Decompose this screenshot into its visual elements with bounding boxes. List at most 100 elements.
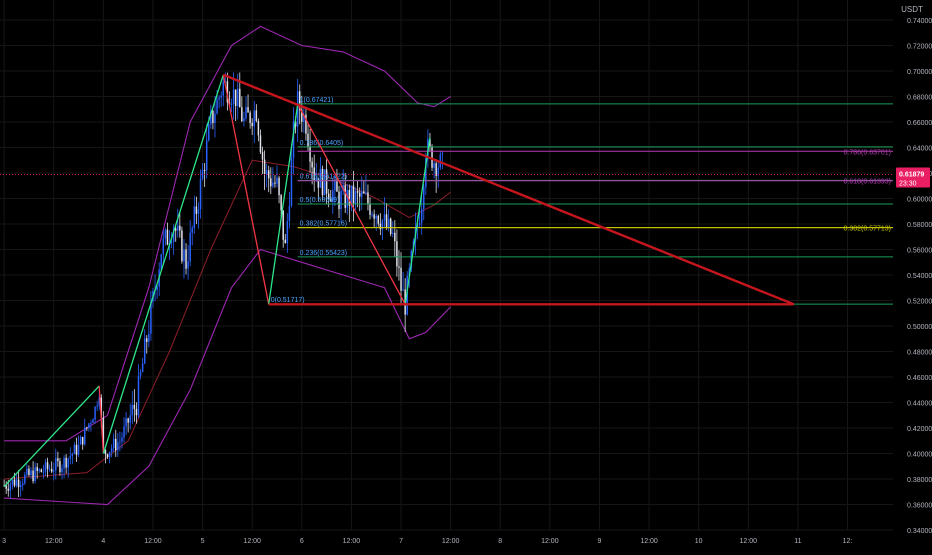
wave-line-up[interactable]: [268, 104, 299, 305]
candle-body: [148, 333, 150, 342]
fibonacci-retracement: 1(0.67421) 0.786(0.6405) 0.618(0.61422) 0.5…: [268, 97, 893, 305]
wave-line-down[interactable]: [98, 385, 105, 454]
candle-body: [15, 479, 18, 486]
y-tick-label: 0.52000: [907, 299, 932, 306]
candle-body: [71, 453, 74, 457]
candle-body: [365, 192, 367, 194]
wave-line-down[interactable]: [297, 103, 406, 305]
candle-body: [406, 275, 408, 315]
candle-body: [338, 191, 340, 210]
wave-line-up[interactable]: [102, 74, 224, 454]
candle-body: [280, 195, 282, 211]
candle-body: [284, 239, 287, 244]
candle-body: [274, 182, 276, 184]
candle-body: [212, 110, 214, 123]
candle-body: [392, 232, 394, 235]
candle-body: [135, 408, 138, 416]
candle-body: [205, 140, 208, 171]
grid: [0, 0, 893, 531]
candle-body: [220, 95, 222, 98]
x-tick-label: 12:00: [541, 538, 559, 545]
candle-body: [143, 338, 146, 364]
candle-body: [241, 107, 243, 122]
candle-body: [340, 191, 342, 210]
time-axis[interactable]: 3 12:00 4 12:00 5 12:00 6 12:00 7 12:00 8 12:00 9 12:…: [2, 538, 852, 545]
zigzag-waves: [3, 74, 431, 488]
candle-body: [42, 471, 45, 473]
candle-body: [346, 190, 349, 208]
candle-body: [298, 91, 301, 111]
wave-line-up[interactable]: [404, 137, 431, 305]
candle-body: [189, 232, 191, 262]
candle-body: [117, 442, 119, 451]
trendline[interactable]: [222, 73, 795, 306]
candle-body: [423, 187, 425, 209]
y-tick-label: 0.74000: [907, 18, 932, 25]
price-axis[interactable]: USDT 0.34000 0.36000 0.38000 0.40000 0.42000…: [901, 5, 932, 535]
candle-body: [170, 241, 173, 244]
candle-body: [239, 88, 241, 108]
candle-body: [55, 458, 57, 471]
x-tick-label: 12:00: [243, 538, 261, 545]
x-tick-label: 6: [300, 538, 304, 545]
bollinger-upper: [4, 25, 451, 442]
candle-body: [259, 135, 262, 153]
fib-level-label: 0(0.51717): [271, 297, 305, 304]
x-tick-label: 11: [794, 538, 801, 545]
candle-body: [131, 404, 134, 416]
candle-body: [197, 209, 200, 214]
candle-body: [232, 89, 235, 105]
candle-body: [348, 190, 351, 206]
wave-line-up[interactable]: [3, 385, 100, 488]
x-tick-label: 10: [695, 538, 703, 545]
candle-body: [387, 218, 390, 228]
candle-body: [75, 444, 78, 455]
candle-body: [40, 469, 43, 472]
candle-body: [369, 203, 371, 215]
candle-body: [334, 181, 336, 191]
candle-body: [249, 112, 251, 123]
candle-body: [276, 177, 278, 184]
candle-body: [96, 405, 98, 407]
candle-body: [315, 178, 318, 181]
candle-body: [61, 468, 63, 473]
candle-body: [98, 397, 100, 406]
y-tick-label: 0.58000: [907, 222, 932, 229]
candle-body: [26, 468, 28, 475]
axis-currency-label: USDT: [901, 5, 923, 14]
candle-body: [251, 122, 253, 127]
y-tick-label: 0.38000: [907, 477, 932, 484]
candle-body: [267, 170, 270, 179]
wave-line-down[interactable]: [222, 74, 270, 305]
candle-body: [59, 461, 61, 473]
candle-body: [19, 485, 22, 488]
candle-body: [433, 163, 435, 168]
candle-body: [69, 456, 72, 459]
candle-body: [317, 178, 320, 188]
candle-body: [94, 406, 96, 420]
candle-body: [327, 193, 330, 199]
candle-body: [305, 114, 307, 134]
candle-body: [67, 458, 69, 468]
candle-body: [65, 457, 67, 468]
candle-body: [193, 206, 196, 228]
candle-body: [214, 113, 216, 123]
candle-body: [183, 249, 185, 262]
candle-body: [255, 110, 258, 121]
candle-body: [400, 267, 402, 291]
candle-body: [325, 169, 328, 194]
candle-body: [253, 110, 256, 127]
candle-body: [323, 169, 326, 196]
candle-body: [164, 229, 167, 239]
candle-body: [381, 220, 384, 230]
x-tick-label: 8: [498, 538, 502, 545]
candle-body: [272, 182, 274, 187]
candle-body: [129, 415, 131, 423]
candle-body: [222, 81, 224, 96]
candle-body: [311, 161, 313, 168]
candle-body: [195, 206, 198, 214]
candle-body: [32, 470, 34, 482]
candle-body: [160, 254, 162, 270]
